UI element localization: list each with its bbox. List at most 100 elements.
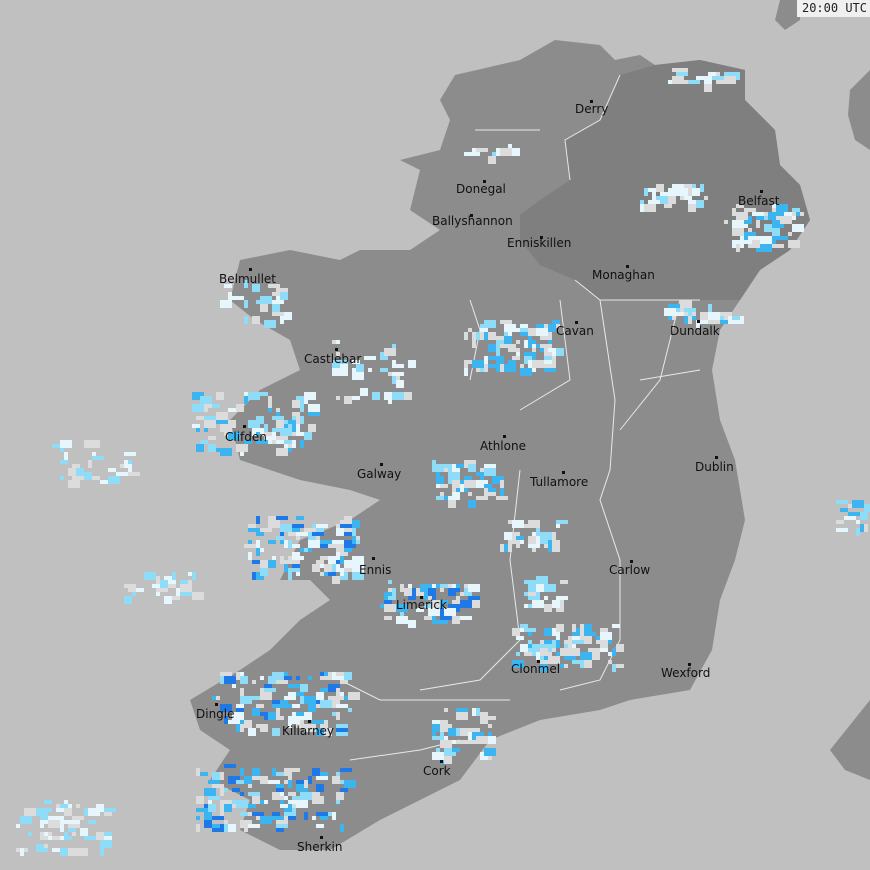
rain-cell	[304, 528, 316, 532]
rain-cell	[348, 692, 360, 700]
rain-cell	[484, 492, 496, 496]
rain-cell	[440, 728, 452, 732]
rain-cell	[308, 424, 316, 432]
rain-cell	[44, 800, 52, 804]
rain-cell	[352, 556, 364, 564]
rain-cell	[272, 556, 276, 560]
rain-cell	[276, 824, 288, 828]
rain-cell	[276, 788, 284, 792]
rain-cell	[488, 364, 500, 368]
rain-cell	[316, 564, 328, 568]
rain-cell	[204, 820, 212, 828]
rain-cell	[544, 604, 552, 612]
rain-cell	[272, 672, 284, 680]
rain-cell	[256, 416, 264, 424]
rain-cell	[584, 660, 592, 668]
rain-cell	[388, 400, 392, 404]
rain-cell	[304, 548, 308, 552]
rain-cell	[520, 644, 528, 652]
rain-cell	[200, 440, 208, 444]
rain-cell	[264, 320, 276, 328]
city-label: Killarney	[282, 724, 335, 738]
rain-cell	[60, 476, 64, 480]
rain-cell	[352, 528, 356, 536]
rain-cell	[284, 560, 296, 564]
rain-cell	[336, 792, 344, 800]
rain-cell	[72, 464, 80, 468]
rain-cell	[388, 588, 392, 592]
rain-cell	[264, 684, 272, 688]
rain-cell	[280, 312, 292, 320]
rain-cell	[48, 836, 52, 840]
rain-cell	[88, 460, 92, 468]
rain-cell	[212, 772, 224, 780]
rain-cell	[276, 420, 288, 428]
rain-cell	[448, 724, 452, 728]
city-marker	[440, 760, 443, 763]
rain-cell	[508, 520, 512, 524]
rain-cell	[792, 208, 800, 212]
rain-cell	[308, 404, 320, 412]
rain-cell	[284, 564, 288, 572]
city-label: Cork	[423, 764, 451, 778]
rain-cell	[384, 616, 392, 620]
city-label: Castlebar	[304, 352, 362, 366]
rain-cell	[472, 340, 476, 348]
rain-cell	[288, 772, 292, 780]
city-marker	[483, 180, 486, 183]
rain-cell	[224, 764, 236, 768]
rain-cell	[716, 320, 728, 324]
city-label: Wexford	[661, 666, 711, 680]
rain-cell	[688, 200, 696, 204]
rain-cell	[236, 780, 248, 784]
rain-cell	[312, 720, 324, 724]
rain-cell	[792, 224, 804, 232]
rain-cell	[676, 68, 688, 72]
rain-cell	[260, 816, 272, 824]
city-label: Tullamore	[530, 475, 589, 489]
rain-cell	[264, 688, 276, 692]
rain-cell	[472, 360, 484, 368]
rain-cell	[392, 360, 396, 364]
rain-cell	[688, 204, 696, 212]
rain-cell	[332, 540, 344, 544]
rain-cell	[528, 536, 536, 544]
rain-cell	[764, 212, 768, 216]
rain-cell	[248, 420, 256, 428]
rain-cell	[248, 804, 256, 808]
rain-cell	[208, 796, 220, 800]
rain-cell	[336, 352, 340, 356]
rain-cell	[468, 500, 476, 508]
rain-cell	[856, 528, 860, 536]
rain-cell	[452, 748, 460, 752]
rain-cell	[508, 332, 512, 336]
rain-cell	[124, 596, 132, 604]
rain-cell	[52, 848, 64, 852]
rain-cell	[340, 360, 348, 364]
rain-cell	[544, 640, 552, 644]
rain-cell	[564, 648, 576, 652]
rain-cell	[316, 692, 324, 700]
rain-cell	[580, 652, 592, 660]
rain-cell	[528, 644, 540, 652]
rain-cell	[836, 500, 848, 504]
rain-cell	[732, 208, 736, 216]
city-marker	[420, 596, 423, 599]
city-marker	[537, 660, 540, 663]
city-label: Derry	[575, 102, 609, 116]
rain-cell	[260, 528, 272, 532]
rain-cell	[212, 816, 224, 820]
rain-cell	[696, 76, 704, 80]
rain-cell	[512, 520, 524, 528]
rain-cell	[448, 500, 456, 508]
rain-cell	[208, 824, 220, 828]
rain-cell	[544, 628, 552, 636]
rain-cell	[196, 824, 200, 832]
rain-cell	[432, 752, 444, 760]
rain-cell	[548, 652, 552, 660]
rain-cell	[204, 420, 216, 428]
rain-cell	[264, 436, 276, 444]
rain-cell	[64, 832, 68, 840]
rain-cell	[68, 480, 80, 488]
rain-cell	[452, 480, 460, 488]
